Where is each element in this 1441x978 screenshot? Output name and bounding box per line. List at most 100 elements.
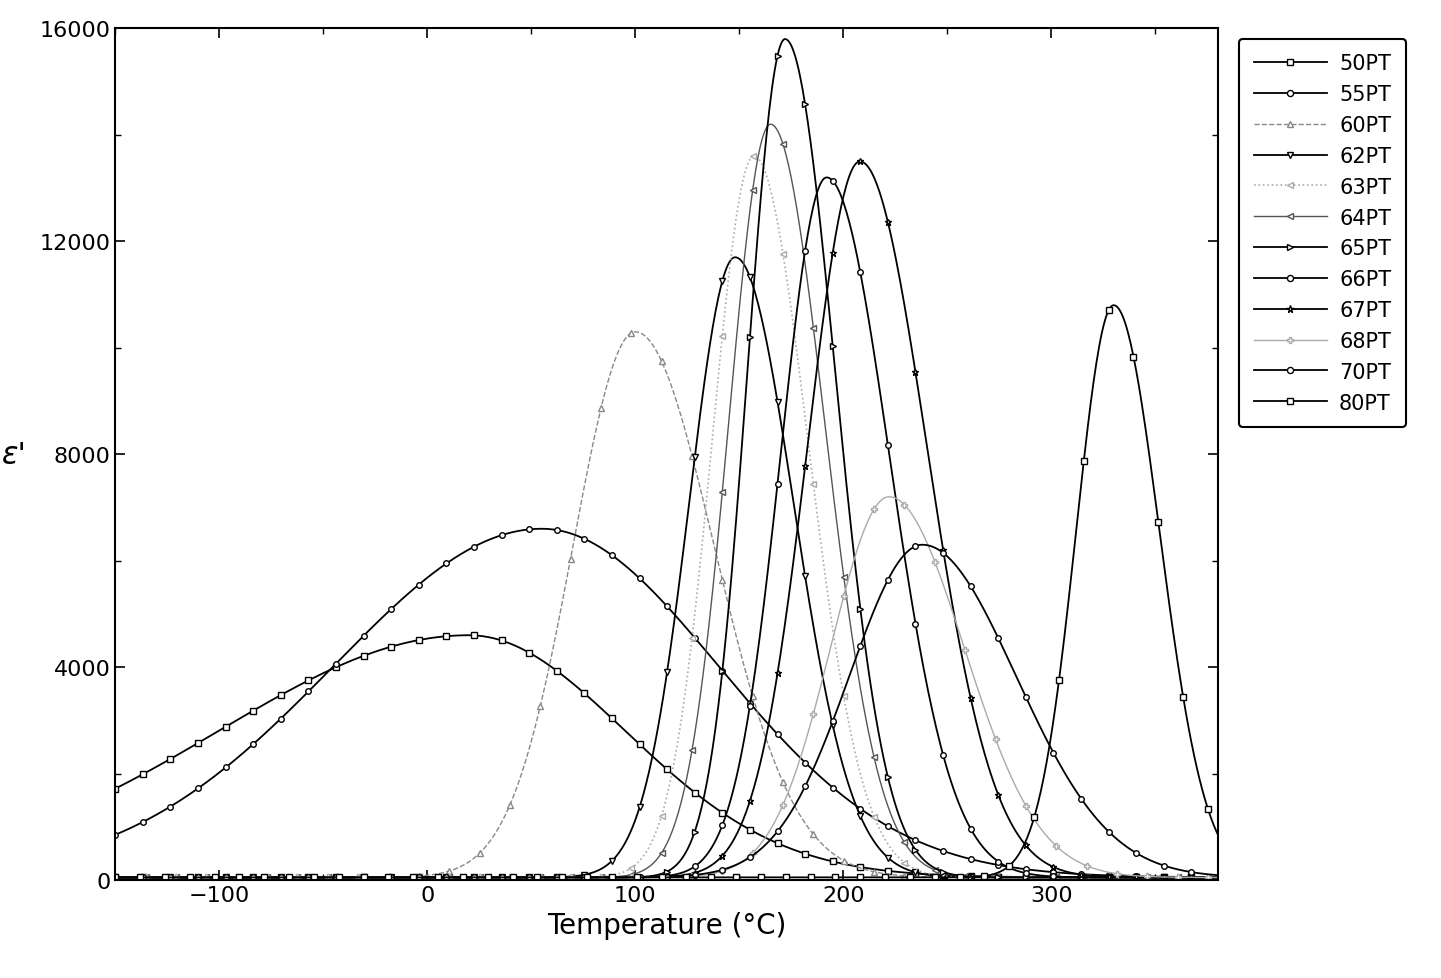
Line: 66PT: 66PT bbox=[112, 175, 1221, 880]
67PT bbox=[1058, 866, 1075, 877]
68PT bbox=[746, 844, 764, 856]
62PT bbox=[748, 293, 765, 305]
60PT bbox=[174, 871, 192, 883]
62PT bbox=[1209, 871, 1226, 883]
63PT bbox=[1058, 871, 1075, 883]
70PT bbox=[775, 817, 793, 828]
70PT bbox=[1209, 869, 1226, 881]
62PT bbox=[944, 871, 961, 883]
80PT bbox=[1105, 300, 1123, 312]
63PT bbox=[1209, 871, 1226, 883]
65PT bbox=[174, 871, 192, 883]
66PT bbox=[746, 663, 764, 675]
55PT bbox=[1058, 867, 1075, 879]
67PT bbox=[1209, 871, 1226, 883]
X-axis label: Temperature (°C): Temperature (°C) bbox=[546, 911, 787, 939]
65PT bbox=[1058, 871, 1075, 883]
Line: 63PT: 63PT bbox=[112, 155, 1221, 880]
67PT bbox=[775, 622, 793, 634]
55PT bbox=[1209, 871, 1226, 883]
63PT bbox=[777, 267, 794, 279]
70PT bbox=[1058, 770, 1075, 781]
68PT bbox=[880, 492, 898, 504]
80PT bbox=[746, 871, 764, 883]
70PT bbox=[174, 871, 192, 883]
62PT bbox=[810, 651, 827, 663]
70PT bbox=[944, 556, 961, 568]
50PT bbox=[810, 852, 827, 864]
50PT bbox=[777, 841, 794, 853]
68PT bbox=[775, 796, 793, 808]
62PT bbox=[107, 871, 124, 883]
50PT bbox=[174, 746, 192, 758]
60PT bbox=[107, 871, 124, 883]
65PT bbox=[810, 206, 827, 218]
50PT bbox=[748, 827, 765, 839]
63PT bbox=[748, 153, 765, 164]
50PT bbox=[1209, 871, 1226, 883]
Legend: 50PT, 55PT, 60PT, 62PT, 63PT, 64PT, 65PT, 66PT, 67PT, 68PT, 70PT, 80PT: 50PT, 55PT, 60PT, 62PT, 63PT, 64PT, 65PT… bbox=[1239, 40, 1406, 427]
60PT bbox=[944, 871, 961, 883]
Line: 62PT: 62PT bbox=[112, 255, 1221, 880]
66PT bbox=[775, 415, 793, 426]
65PT bbox=[1209, 871, 1226, 883]
64PT bbox=[810, 368, 827, 379]
62PT bbox=[174, 871, 192, 883]
68PT bbox=[1058, 848, 1075, 860]
63PT bbox=[944, 870, 961, 882]
55PT bbox=[944, 848, 961, 860]
64PT bbox=[107, 871, 124, 883]
55PT bbox=[533, 523, 550, 535]
70PT bbox=[107, 871, 124, 883]
63PT bbox=[174, 871, 192, 883]
67PT bbox=[944, 601, 961, 613]
64PT bbox=[174, 871, 192, 883]
55PT bbox=[107, 829, 124, 841]
66PT bbox=[1058, 871, 1075, 883]
66PT bbox=[107, 871, 124, 883]
Line: 80PT: 80PT bbox=[112, 303, 1221, 880]
62PT bbox=[777, 448, 794, 460]
80PT bbox=[1056, 630, 1074, 642]
64PT bbox=[944, 869, 961, 881]
66PT bbox=[944, 781, 961, 793]
60PT bbox=[1209, 871, 1226, 883]
65PT bbox=[777, 34, 794, 46]
80PT bbox=[174, 871, 192, 883]
64PT bbox=[777, 149, 794, 160]
Line: 70PT: 70PT bbox=[112, 543, 1221, 880]
Line: 64PT: 64PT bbox=[112, 122, 1221, 880]
65PT bbox=[746, 258, 764, 270]
68PT bbox=[1209, 871, 1226, 883]
66PT bbox=[808, 186, 826, 198]
66PT bbox=[174, 871, 192, 883]
67PT bbox=[174, 871, 192, 883]
68PT bbox=[944, 607, 961, 619]
80PT bbox=[775, 871, 793, 883]
64PT bbox=[1058, 871, 1075, 883]
80PT bbox=[808, 871, 826, 883]
60PT bbox=[748, 705, 765, 717]
64PT bbox=[746, 166, 764, 178]
80PT bbox=[107, 871, 124, 883]
50PT bbox=[460, 630, 477, 642]
65PT bbox=[944, 868, 961, 880]
70PT bbox=[808, 754, 826, 766]
Line: 50PT: 50PT bbox=[112, 633, 1221, 880]
67PT bbox=[107, 871, 124, 883]
60PT bbox=[1058, 871, 1075, 883]
67PT bbox=[808, 358, 826, 370]
62PT bbox=[726, 252, 744, 264]
65PT bbox=[775, 34, 793, 46]
68PT bbox=[174, 871, 192, 883]
60PT bbox=[810, 835, 827, 847]
Line: 68PT: 68PT bbox=[112, 495, 1221, 880]
50PT bbox=[1058, 871, 1075, 883]
60PT bbox=[777, 782, 794, 794]
50PT bbox=[944, 869, 961, 881]
55PT bbox=[810, 770, 827, 781]
63PT bbox=[810, 522, 827, 534]
80PT bbox=[1209, 828, 1226, 840]
64PT bbox=[1209, 871, 1226, 883]
Line: 55PT: 55PT bbox=[112, 526, 1221, 880]
